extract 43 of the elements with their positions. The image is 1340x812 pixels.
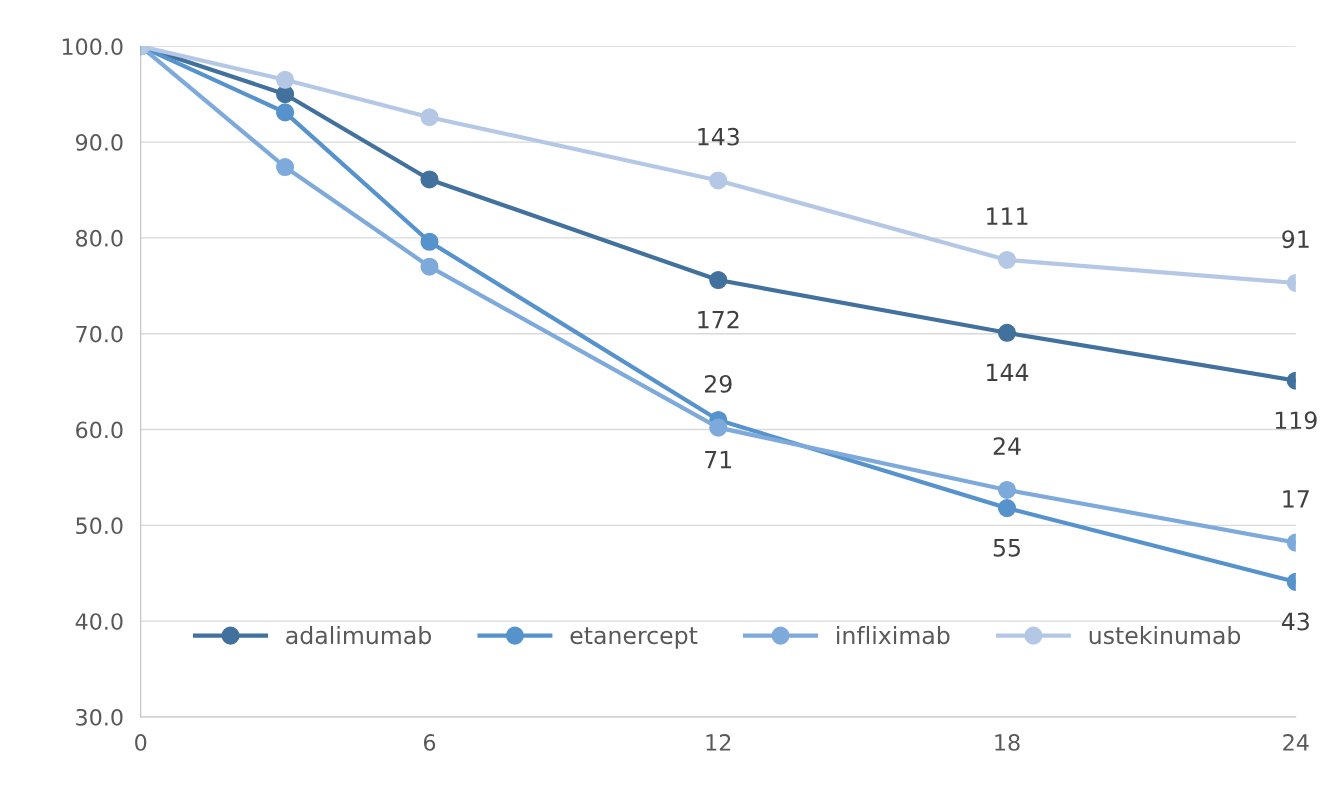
y-tick-label: 80.0 [76,229,123,247]
point [420,108,439,127]
y-tick-label: 30.0 [76,708,123,726]
y-tick-label: 100.0 [62,38,123,56]
x-tick-label: 12 [706,734,731,751]
annotation: 43 [1281,612,1309,631]
y-tick-label: 50.0 [76,517,123,535]
annotation: 29 [704,374,732,393]
point [709,271,728,290]
annotation: 17 [1283,490,1309,508]
x-tick-label: 18 [995,734,1020,751]
point [709,171,728,190]
x-tick-label: 0 [135,734,147,751]
annotation: 172 [698,310,739,329]
legend-label: infliximab [837,625,950,645]
annotation: 143 [698,127,739,146]
point [276,157,295,177]
point [997,480,1017,499]
legend-label: ustekinumab [1089,625,1241,645]
y-tick-label: 40.0 [75,613,123,630]
point [997,250,1017,269]
legend-label: etanercept [570,627,698,649]
legend-label: adalimumab [286,625,431,645]
x-tick-label: 6 [423,734,436,751]
point [420,170,439,189]
annotation: 119 [1275,411,1317,430]
annotation: 91 [1282,230,1309,249]
y-tick-label: 90.0 [75,134,123,151]
annotation: 144 [987,363,1029,381]
point [709,418,728,437]
annotation: 111 [987,207,1028,225]
point [420,257,439,276]
point [420,232,439,251]
annotation: 55 [993,539,1020,557]
annotation: 24 [993,437,1021,455]
x-tick-label: 24 [1283,734,1309,751]
point [997,499,1017,518]
y-tick-label: 70.0 [76,325,123,343]
y-tick-label: 60.0 [76,421,123,439]
annotation: 71 [705,450,732,469]
point [276,103,295,122]
point [276,70,295,89]
point [997,323,1017,342]
